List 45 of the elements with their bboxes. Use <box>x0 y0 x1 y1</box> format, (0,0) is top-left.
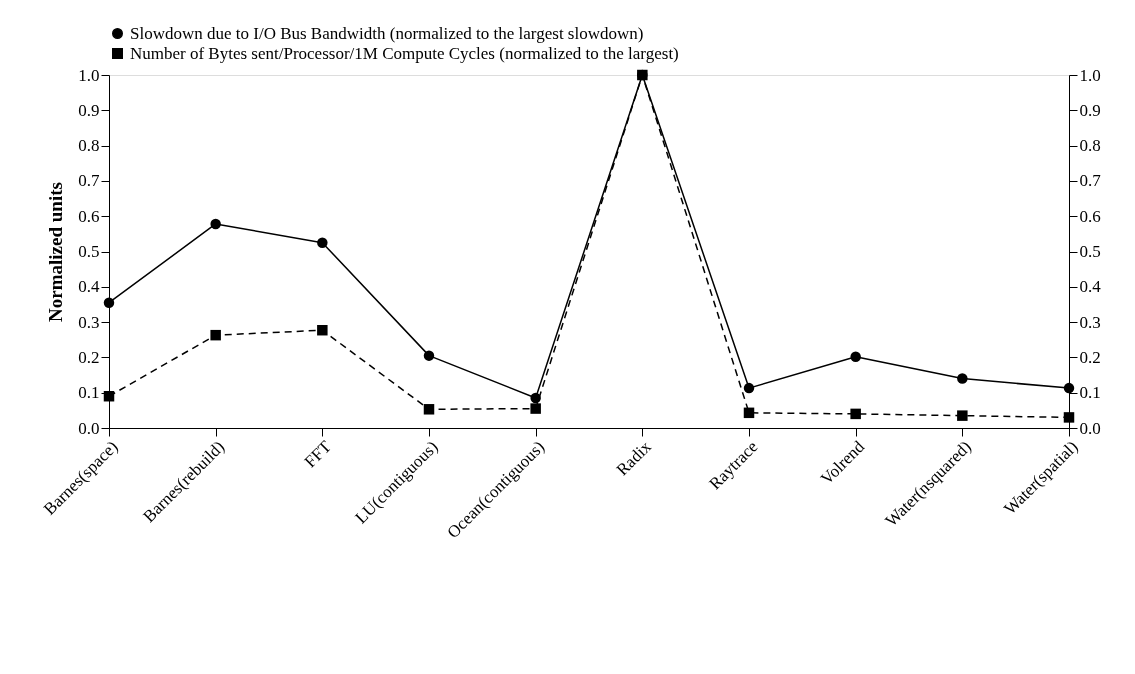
legend-label: Slowdown due to I/O Bus Bandwidth (normalized to the largest slowdown) <box>130 23 644 43</box>
text: 1.0 <box>1079 65 1101 85</box>
y-tick-label: 0.1 <box>78 383 100 403</box>
y-tick-label: 0.3 <box>78 312 100 332</box>
point <box>957 373 968 384</box>
point <box>637 69 648 81</box>
point <box>850 351 861 362</box>
y-tick-label: 0.5 <box>78 242 100 261</box>
point <box>317 324 328 336</box>
point <box>317 237 328 248</box>
y2-tick-label: 0.1 <box>1079 383 1101 403</box>
y2-tick-label: 0.7 <box>1079 171 1102 191</box>
point <box>957 410 968 421</box>
y2-tick-label: 0.4 <box>1079 277 1102 297</box>
y2-tick-label: 0.8 <box>1079 136 1101 156</box>
point <box>1063 382 1075 394</box>
point <box>530 403 541 414</box>
text: 0.0 <box>1079 418 1101 438</box>
point <box>1063 412 1075 423</box>
text: 0.0 <box>78 418 100 438</box>
text: 1.0 <box>78 65 100 85</box>
y-tick-label: 0.2 <box>78 347 100 367</box>
point <box>210 329 221 341</box>
y-tick-label: 0.6 <box>78 206 100 226</box>
y2-tick-label: 0.6 <box>1079 206 1101 226</box>
legend-label: Number of Bytes sent/Processor/1M Compute Cycles (normalized to the largest) <box>130 43 679 63</box>
point <box>210 218 221 230</box>
y-tick-label: 0.4 <box>78 277 100 297</box>
point <box>850 408 861 420</box>
point <box>423 350 435 361</box>
y2-tick-label: 0.3 <box>1079 312 1101 332</box>
point <box>103 390 115 402</box>
x-tick-label: FFT <box>300 436 336 472</box>
y2-tick-label: 0.9 <box>1079 100 1101 120</box>
y-tick-label: 0.7 <box>78 171 100 191</box>
y-axis-title: Normalized units <box>45 182 67 322</box>
y2-tick-label: 0.2 <box>1079 347 1101 367</box>
point <box>743 382 755 394</box>
point <box>103 297 115 308</box>
point <box>530 392 541 404</box>
point <box>423 404 435 415</box>
y2-tick-label: 0.5 <box>1079 242 1101 261</box>
point <box>743 407 755 419</box>
y-tick-label: 0.9 <box>78 100 100 120</box>
y-tick-label: 0.8 <box>78 136 100 156</box>
